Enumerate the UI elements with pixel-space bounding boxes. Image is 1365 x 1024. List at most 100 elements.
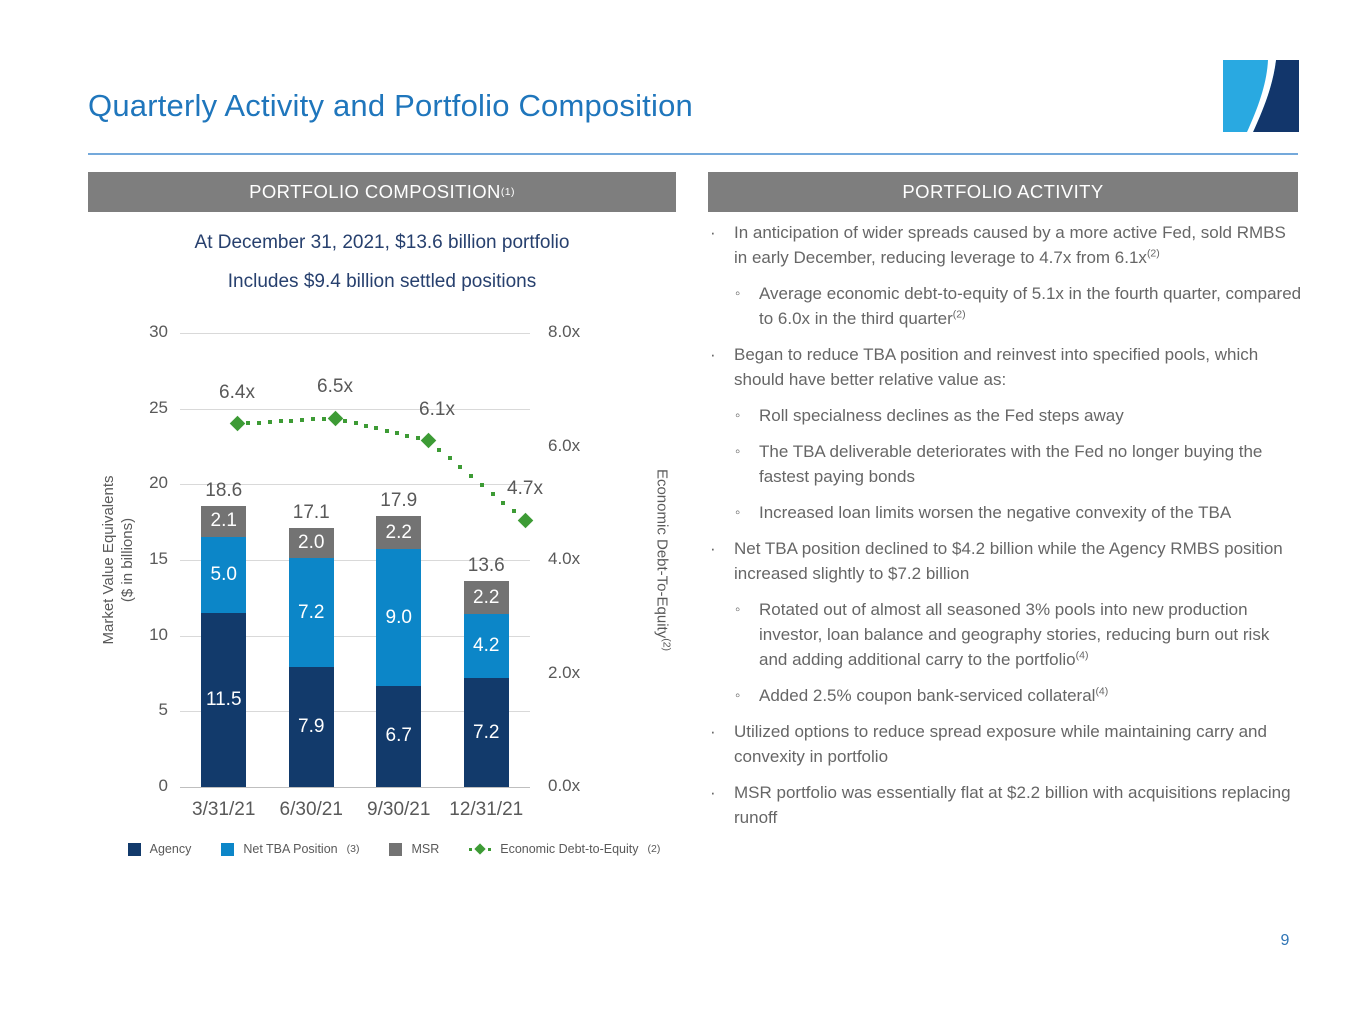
bullet-text: Utilized options to reduce spread exposu… [734,722,1267,766]
line-dot [343,418,348,423]
right-axis-tick: 2.0x [548,662,581,682]
bar-segment-agency [376,685,422,787]
bar-segment-net-tba-position [376,549,422,686]
bullet-text: Increased loan limits worsen the negativ… [759,503,1232,522]
line-marker-diamond [420,433,436,449]
bar-segment-msr [288,528,334,559]
bullet-item: ◦ Added 2.5% coupon bank-serviced collate… [706,683,1302,708]
line-dot [384,428,389,433]
bullet-item: · Utilized options to reduce spread expos… [706,719,1302,769]
bullet-text: Average economic debt-to-equity of 5.1x … [759,284,1302,328]
right-axis-tick: 6.0x [548,435,581,455]
line-dot [490,491,495,496]
right-panel-header: PORTFOLIO ACTIVITY [708,172,1298,212]
legend-swatch [389,842,403,856]
bar-segment-net-tba-position [463,614,509,679]
line-dot [311,417,316,422]
dot-icon [469,847,473,851]
bar-segment-agency [463,678,509,787]
line-data-label: 4.7x [507,478,543,500]
bullet-marker-circle: ◦ [735,407,741,424]
left-axis-tick: 5 [158,700,168,720]
line-dot [289,418,294,423]
line-dot [447,456,452,461]
portfolio-activity-bullets: · In anticipation of wider spreads caused… [706,220,1302,841]
line-dot [458,465,463,470]
gridline [180,408,530,410]
line-dot [300,418,305,423]
line-dot [353,421,358,426]
line-data-label: 6.5x [317,376,353,398]
line-dot [436,447,441,452]
bullet-marker-dot: · [710,722,716,741]
line-dot [501,500,506,505]
bullet-marker-dot: · [710,345,716,364]
left-panel-header-label: PORTFOLIO COMPOSITION [249,181,501,202]
legend-dotted-line-icon [469,843,492,855]
line-data-label: 6.4x [219,381,255,403]
line-data-label: 6.1x [419,398,455,420]
right-panel-header-label: PORTFOLIO ACTIVITY [902,181,1104,202]
line-dot [278,419,283,424]
legend-swatch [221,842,235,856]
bullet-text: MSR portfolio was essentially flat at $2… [734,783,1291,827]
line-dot [415,436,420,441]
bullet-item: · In anticipation of wider spreads caused… [706,220,1302,270]
bullet-marker-dot: · [710,539,716,558]
legend-item: Agency [127,842,192,856]
line-dot [256,420,261,425]
chart-legend: Agency Net TBA Position (3) MSR Economic Deb… [88,842,700,856]
bar-segment-label: 2.0 [298,532,325,554]
chart-plot-area: 0 5 10 15 20 25 30 0.0x 2.0x 4.0x 6.0x 8.0x 11.5 5.0 2… [149,322,580,820]
line-dot [512,509,517,514]
left-axis-tick: 15 [149,549,168,568]
bullet-text: In anticipation of wider spreads caused … [734,223,1286,267]
x-axis-label: 6/30/21 [279,799,343,820]
bullet-text: Rotated out of almost all seasoned 3% po… [759,600,1270,669]
right-axis-title: Economic Debt-To-Equity(2) [653,468,673,652]
bar-segment-label: 6.7 [385,725,412,747]
bullet-footnote: (4) [1075,649,1089,662]
x-axis-label: 12/31/21 [449,799,524,820]
legend-label: MSR [411,842,440,856]
legend-label: Agency [149,842,192,856]
gridline [180,333,530,334]
bar-segment-net-tba-position [201,537,247,613]
bar-segment-label: 9.0 [385,606,412,628]
bar-segment-label: 7.2 [473,721,500,743]
line-dot [479,482,484,487]
gridline [180,787,530,788]
bullet-marker-dot: · [710,783,716,802]
line-dot [469,474,474,479]
left-axis-tick: 10 [149,624,168,644]
bullet-item: · Began to reduce TBA position and reinve… [706,342,1302,392]
gridline [180,484,530,486]
bullet-marker-circle: ◦ [735,443,741,460]
line-dot [395,431,399,436]
bar-segment-label: 11.5 [205,688,242,710]
bar-segment-label: 2.2 [473,586,500,608]
bullet-text: Began to reduce TBA position and reinves… [734,345,1259,389]
bar-total-label: 13.6 [467,555,505,577]
line-dot [374,426,379,431]
bar-segment-label: 7.9 [298,716,325,738]
bullet-item: · MSR portfolio was essentially flat at $… [706,780,1302,830]
bar-segment-label: 5.0 [210,564,237,586]
gridline [180,711,530,713]
right-axis-tick: 0.0x [548,776,581,795]
line-dot [267,419,272,424]
bullet-text: Added 2.5% coupon bank-serviced collater… [759,686,1096,705]
bullet-item: ◦ Roll specialness declines as the Fed st… [706,403,1302,428]
company-logo-icon [1223,60,1299,132]
bullet-footnote: (2) [952,308,966,321]
bullet-marker-circle: ◦ [735,285,741,302]
bullet-footnote: (2) [1146,247,1160,260]
line-dot [322,416,327,421]
line-dot [364,423,368,428]
bar-segment-msr [463,581,509,615]
legend-item: Net TBA Position (3) [221,842,359,856]
bar-segment-agency [288,667,334,787]
diamond-marker-icon [474,843,486,855]
bar-segment-agency [201,612,247,787]
chart-subtitle-line1: At December 31, 2021, $13.6 billion port… [194,232,570,253]
